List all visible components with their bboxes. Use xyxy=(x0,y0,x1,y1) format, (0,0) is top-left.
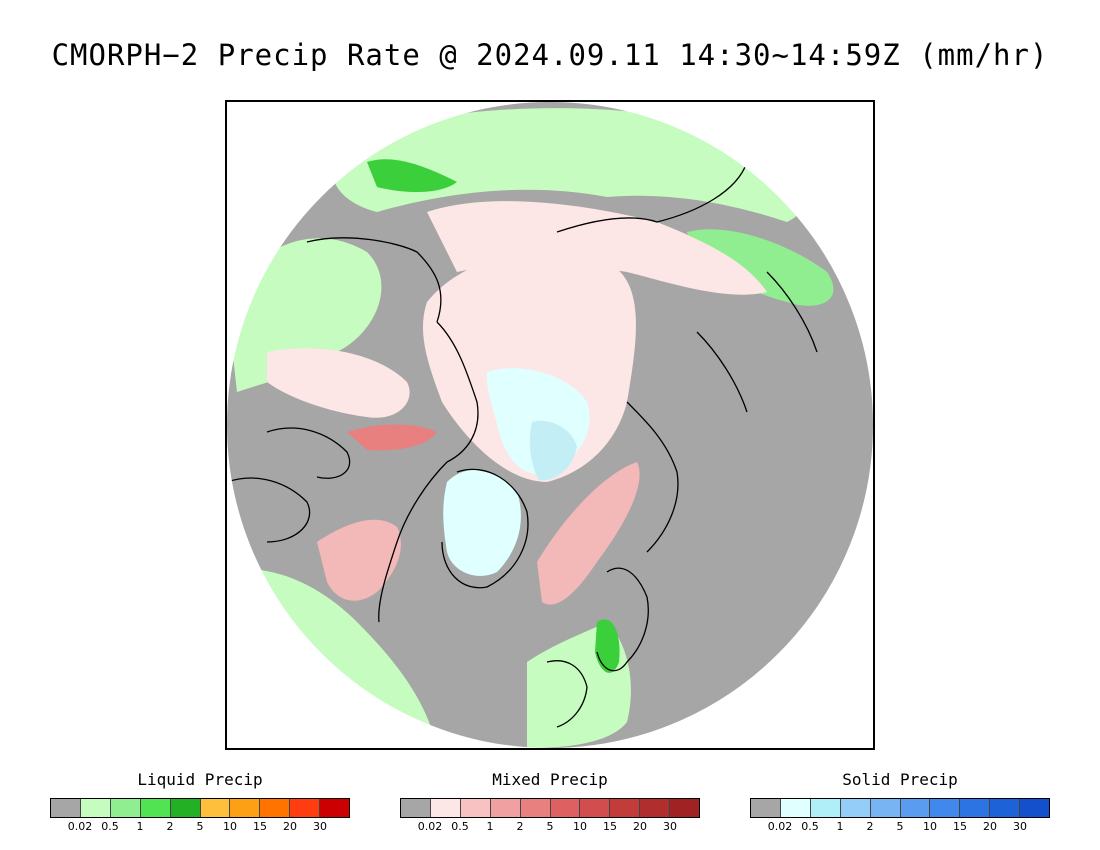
legend-tick-label: 30 xyxy=(663,820,677,833)
liquid-precip-region-west xyxy=(227,238,382,392)
legend-tick-label: 0.02 xyxy=(67,820,93,833)
polar-projection-svg xyxy=(227,102,873,748)
legend-tick-label: 20 xyxy=(983,820,997,833)
legend-tick-label: 20 xyxy=(633,820,647,833)
liquid-precip-region-east xyxy=(687,229,834,306)
legend-swatch xyxy=(550,799,581,817)
mixed-precip-band-norwegian-sea xyxy=(537,462,640,605)
legend-tick-label: 30 xyxy=(1013,820,1027,833)
legend-ticks: 0.02 0.5 1 2 5 10 15 20 30 xyxy=(750,820,1050,834)
polar-precip-map xyxy=(225,100,875,750)
legend-solid-precip: Solid Precip 0.02 0.5 1 2 5 10 15 20 30 xyxy=(750,770,1050,834)
mixed-precip-band-greenland xyxy=(317,519,401,601)
legend-swatch xyxy=(430,799,461,817)
legend-swatch xyxy=(80,799,111,817)
legend-tick-label: 15 xyxy=(603,820,617,833)
legend-tick-label: 0.5 xyxy=(451,820,469,833)
legend-swatch xyxy=(990,799,1021,817)
legend-swatch xyxy=(900,799,931,817)
solid-precip-core xyxy=(529,420,577,481)
legend-tick-label: 2 xyxy=(516,820,524,833)
legend-swatch xyxy=(610,799,641,817)
legend-tick-label: 2 xyxy=(166,820,174,833)
legend-title: Liquid Precip xyxy=(137,770,263,789)
legend-tick-label: 0.5 xyxy=(801,820,819,833)
legend-swatch xyxy=(640,799,671,817)
legend-tick-label: 5 xyxy=(896,820,904,833)
legend-title: Mixed Precip xyxy=(492,770,608,789)
legend-swatch xyxy=(110,799,141,817)
legend-title: Solid Precip xyxy=(842,770,958,789)
legend-swatch xyxy=(260,799,291,817)
legend-mixed-precip: Mixed Precip 0.02 0.5 1 2 5 10 15 20 30 xyxy=(400,770,700,834)
legend-tick-label: 1 xyxy=(836,820,844,833)
legend-swatch xyxy=(670,799,700,817)
legend-tick-label: 20 xyxy=(283,820,297,833)
legend-swatch xyxy=(580,799,611,817)
legend-tick-label: 0.02 xyxy=(417,820,443,833)
legend-swatch xyxy=(870,799,901,817)
legend-tick-label: 15 xyxy=(253,820,267,833)
legend-swatch xyxy=(140,799,171,817)
coastlines xyxy=(227,161,818,728)
mixed-precip-region-north xyxy=(427,201,767,295)
legend-colorbar xyxy=(400,798,700,818)
legend-swatch xyxy=(960,799,991,817)
legend-swatch xyxy=(930,799,961,817)
legend-tick-label: 5 xyxy=(196,820,204,833)
mixed-precip-heavy-band xyxy=(347,424,437,451)
legend-colorbar xyxy=(750,798,1050,818)
legend-swatch xyxy=(401,799,431,817)
legend-tick-label: 1 xyxy=(486,820,494,833)
legend-swatch xyxy=(520,799,551,817)
mixed-precip-region-west xyxy=(267,348,410,418)
legend-swatch xyxy=(1020,799,1050,817)
legend-tick-label: 0.02 xyxy=(767,820,793,833)
legend-liquid-precip: Liquid Precip 0.02 0.5 1 2 5 10 15 20 30 xyxy=(50,770,350,834)
legend-swatch xyxy=(751,799,781,817)
liquid-precip-heavy-scandinavia xyxy=(595,619,620,673)
legend-swatch xyxy=(490,799,521,817)
legend-tick-label: 2 xyxy=(866,820,874,833)
legend-tick-label: 5 xyxy=(546,820,554,833)
liquid-precip-region-north xyxy=(332,108,809,222)
legend-tick-label: 10 xyxy=(223,820,237,833)
legend-swatch xyxy=(170,799,201,817)
legend-tick-label: 15 xyxy=(953,820,967,833)
legend-swatch xyxy=(320,799,350,817)
legend-swatch xyxy=(230,799,261,817)
legend-swatch xyxy=(200,799,231,817)
legend-swatch xyxy=(460,799,491,817)
legend-tick-label: 10 xyxy=(923,820,937,833)
solid-precip-region-greenland xyxy=(443,469,521,576)
legend-tick-label: 0.5 xyxy=(101,820,119,833)
legend-swatch xyxy=(290,799,321,817)
legend-tick-label: 10 xyxy=(573,820,587,833)
legend-tick-label: 30 xyxy=(313,820,327,833)
legend-ticks: 0.02 0.5 1 2 5 10 15 20 30 xyxy=(50,820,350,834)
legend-tick-label: 1 xyxy=(136,820,144,833)
map-title: CMORPH−2 Precip Rate @ 2024.09.11 14:30~… xyxy=(51,38,1049,72)
legend-swatch xyxy=(810,799,841,817)
legend-swatch xyxy=(780,799,811,817)
legend-swatch xyxy=(51,799,81,817)
legend-swatch xyxy=(840,799,871,817)
liquid-precip-heavy-north xyxy=(367,159,457,192)
legend-ticks: 0.02 0.5 1 2 5 10 15 20 30 xyxy=(400,820,700,834)
legend-colorbar xyxy=(50,798,350,818)
